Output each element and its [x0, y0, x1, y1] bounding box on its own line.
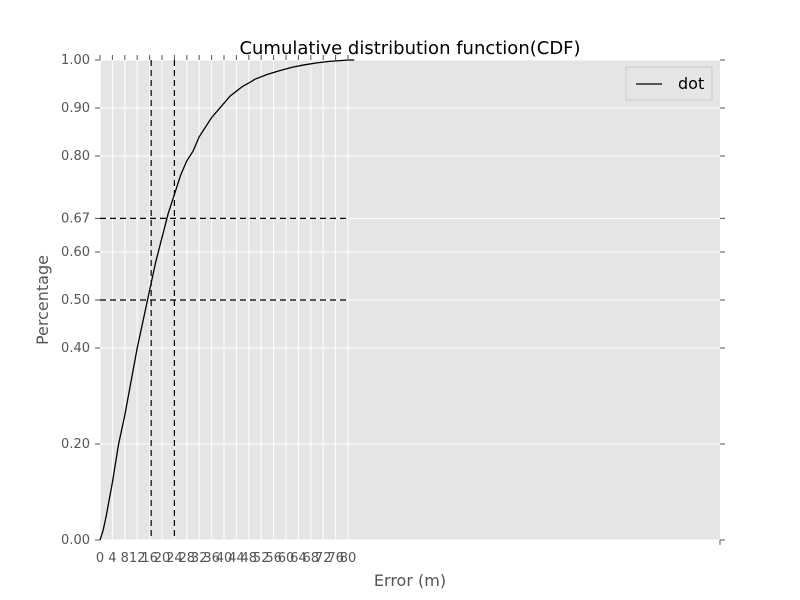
x-tick-label: 28 — [179, 551, 196, 566]
y-tick-label: 0.67 — [61, 211, 90, 226]
y-tick-label: 1.00 — [61, 53, 90, 68]
x-tick-label: 68 — [303, 551, 320, 566]
chart-title: Cumulative distribution function(CDF) — [239, 38, 580, 59]
x-axis-label: Error (m) — [374, 571, 446, 590]
x-tick-label: 32 — [191, 551, 208, 566]
tick-labels: 0.000.200.400.500.600.670.800.901.000 4 8 1… — [61, 53, 356, 566]
legend-entry-dot: dot — [678, 74, 704, 93]
x-tick-label: 72 — [315, 551, 332, 566]
y-tick-label: 0.20 — [61, 437, 90, 452]
x-tick-label: 52 — [253, 551, 270, 566]
x-tick-label: 12 — [129, 551, 146, 566]
x-tick-label: 24 — [166, 551, 183, 566]
x-tick-label: 60 — [278, 551, 295, 566]
y-tick-label: 0.60 — [61, 245, 90, 260]
x-tick-label: 36 — [203, 551, 220, 566]
x-tick-label: 40 — [216, 551, 233, 566]
axis-ticks — [95, 55, 725, 545]
x-tick-label: 44 — [228, 551, 245, 566]
y-tick-label: 0.80 — [61, 149, 90, 164]
x-tick-label: 56 — [265, 551, 282, 566]
y-tick-label: 0.50 — [61, 293, 90, 308]
x-tick-label: 4 — [108, 551, 116, 566]
y-tick-label: 0.00 — [61, 533, 90, 548]
y-tick-label: 0.40 — [61, 341, 90, 356]
x-tick-label: 8 — [121, 551, 129, 566]
series-group — [99, 59, 355, 541]
reference-lines — [100, 60, 348, 540]
legend: dot — [625, 66, 713, 101]
x-tick-label: 16 — [141, 551, 158, 566]
x-tick-label: 0 — [96, 551, 104, 566]
x-tick-label: 20 — [154, 551, 171, 566]
series-line-dot — [99, 59, 355, 541]
x-tick-label: 64 — [290, 551, 307, 566]
y-tick-label: 0.90 — [61, 101, 90, 116]
x-tick-label: 48 — [241, 551, 258, 566]
y-axis-label: Percentage — [33, 255, 52, 345]
x-tick-label: 76 — [327, 551, 344, 566]
x-tick-label: 80 — [340, 551, 357, 566]
